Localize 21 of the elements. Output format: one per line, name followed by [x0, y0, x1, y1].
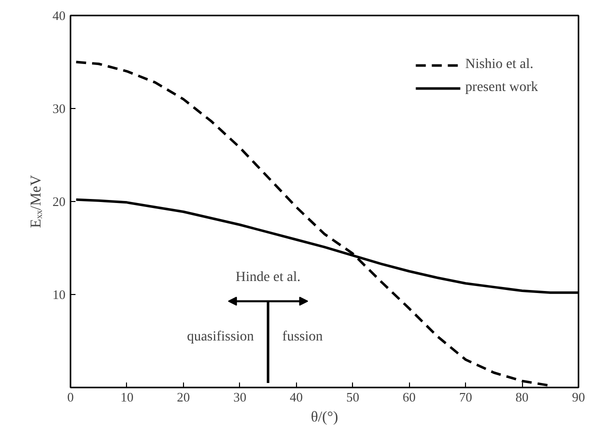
annotation: fussion [282, 330, 323, 345]
legend-label: Nishio et al. [465, 57, 534, 73]
y-axis-title: Eₓₓ/MeV [28, 174, 44, 228]
annotation: quasifission [186, 330, 254, 345]
y-tick-label: 10 [52, 287, 66, 302]
x-tick-label: 70 [459, 390, 472, 404]
x-tick-label: 90 [572, 390, 585, 404]
y-tick-label: 30 [52, 101, 66, 116]
x-tick-label: 20 [176, 390, 190, 404]
x-tick-label: 0 [67, 390, 74, 404]
x-axis-title: θ/(°) [310, 410, 338, 426]
x-tick-label: 10 [120, 390, 134, 404]
x-tick-label: 80 [516, 390, 529, 404]
x-tick-label: 50 [346, 390, 360, 404]
x-tick-label: 40 [290, 390, 303, 404]
x-tick-label: 30 [233, 390, 246, 404]
x-tick-label: 60 [402, 390, 416, 404]
legend-label: present work [465, 80, 538, 96]
y-tick-label: 20 [52, 194, 66, 209]
ref-line-label: Hinde et al. [236, 270, 301, 286]
y-tick-label: 40 [52, 8, 66, 23]
